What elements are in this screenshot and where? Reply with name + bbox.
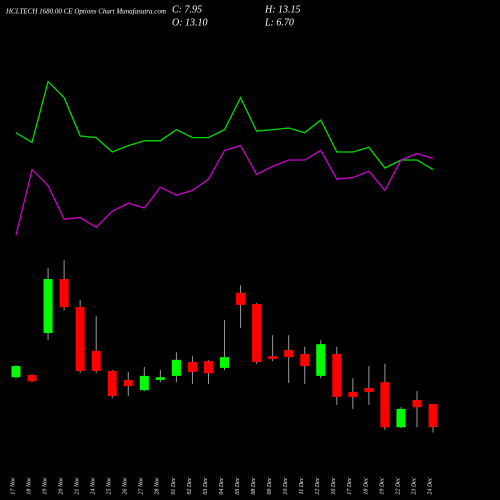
candle-body xyxy=(268,356,278,359)
x-tick-label: 27 Nov xyxy=(139,477,145,495)
x-tick-label: 22 Dec xyxy=(395,477,401,494)
x-tick-label: 19 Nov xyxy=(42,477,48,495)
low-label: L: 6.70 xyxy=(264,17,294,28)
x-tick-label: 11 Dec xyxy=(299,477,305,494)
candle-body xyxy=(300,354,310,367)
x-tick-label: 05 Dec xyxy=(235,477,241,494)
x-tick-label: 18 Nov xyxy=(26,477,32,495)
candle-body xyxy=(139,375,149,391)
close-label: C: 7.95 xyxy=(172,4,202,15)
candle-body xyxy=(396,408,406,428)
high-label: H: 13.15 xyxy=(264,4,301,15)
candle-body xyxy=(123,379,133,387)
x-tick-label: 20 Nov xyxy=(58,477,64,495)
x-tick-label: 16 Dec xyxy=(331,477,337,494)
x-tick-label: 17 Dec xyxy=(347,477,353,494)
chart-title: HCLTECH 1680.00 CE Options Chart Munafas… xyxy=(5,8,166,16)
x-tick-label: 04 Dec xyxy=(218,477,225,494)
x-tick-label: 28 Nov xyxy=(155,477,161,495)
indicator-line xyxy=(15,80,434,171)
x-tick-label: 23 Dec xyxy=(411,477,417,494)
candle-body xyxy=(316,344,326,376)
x-tick-label: 02 Dec xyxy=(187,477,193,494)
x-tick-label: 12 Dec xyxy=(315,477,321,494)
x-tick-label: 03 Dec xyxy=(203,477,209,494)
candle-body xyxy=(27,375,37,382)
x-tick-label: 21 Nov xyxy=(75,477,81,495)
x-tick-label: 19 Dec xyxy=(379,477,385,494)
candle-body xyxy=(380,382,390,428)
x-tick-label: 10 Dec xyxy=(283,477,289,494)
x-tick-label: 08 Dec xyxy=(251,477,257,494)
candle-body xyxy=(155,377,165,380)
x-tick-label: 24 Nov xyxy=(90,477,97,495)
x-tick-label: 25 Nov xyxy=(107,477,113,495)
candle-body xyxy=(428,404,438,428)
candle-body xyxy=(91,350,101,371)
candle-body xyxy=(236,292,246,305)
x-tick-label: 26 Nov xyxy=(123,477,129,495)
candle-body xyxy=(75,307,85,371)
candle-body xyxy=(11,366,21,378)
candle-body xyxy=(43,279,53,334)
x-tick-label: 01 Dec xyxy=(171,477,177,494)
x-tick-label: 09 Dec xyxy=(267,477,273,494)
candle-body xyxy=(252,304,262,363)
candle-body xyxy=(284,350,294,358)
x-tick-label: 24 Dec xyxy=(426,477,433,494)
candle-body xyxy=(203,361,213,374)
x-tick-label: 17 Nov xyxy=(10,477,16,495)
candle-body xyxy=(107,370,117,396)
x-tick-label: 18 Dec xyxy=(363,477,369,494)
candle-body xyxy=(171,359,181,376)
candle-body xyxy=(348,391,358,397)
candle-body xyxy=(332,354,342,397)
candle-body xyxy=(364,387,374,392)
candle-body xyxy=(59,279,69,308)
candle-body xyxy=(412,400,422,408)
candle-body xyxy=(187,362,197,372)
indicator-line xyxy=(15,144,434,236)
candle-body xyxy=(220,357,230,368)
open-label: O: 13.10 xyxy=(172,17,208,28)
